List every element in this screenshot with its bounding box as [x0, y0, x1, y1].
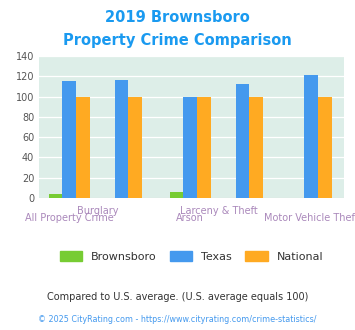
Bar	[250, 97, 263, 198]
Bar	[129, 97, 142, 198]
Bar	[62, 82, 76, 198]
Bar	[76, 97, 90, 198]
Bar	[49, 194, 62, 198]
Text: Motor Vehicle Theft: Motor Vehicle Theft	[264, 213, 355, 223]
Legend: Brownsboro, Texas, National: Brownsboro, Texas, National	[56, 247, 328, 266]
Bar	[236, 84, 250, 198]
Text: © 2025 CityRating.com - https://www.cityrating.com/crime-statistics/: © 2025 CityRating.com - https://www.city…	[38, 315, 317, 324]
Bar	[305, 75, 318, 198]
Text: 2019 Brownsboro: 2019 Brownsboro	[105, 10, 250, 25]
Text: Burglary: Burglary	[77, 206, 119, 216]
Text: Larceny & Theft: Larceny & Theft	[180, 206, 258, 216]
Text: Compared to U.S. average. (U.S. average equals 100): Compared to U.S. average. (U.S. average …	[47, 292, 308, 302]
Bar	[197, 97, 211, 198]
Bar	[115, 81, 129, 198]
Text: All Property Crime: All Property Crime	[25, 213, 114, 223]
Text: Property Crime Comparison: Property Crime Comparison	[63, 33, 292, 48]
Bar	[170, 192, 184, 198]
Bar	[184, 97, 197, 198]
Text: Arson: Arson	[176, 213, 204, 223]
Bar	[318, 97, 332, 198]
